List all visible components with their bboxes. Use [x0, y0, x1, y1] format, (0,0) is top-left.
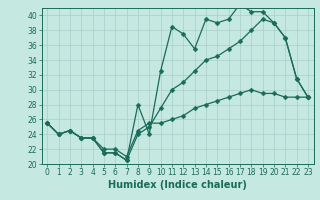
X-axis label: Humidex (Indice chaleur): Humidex (Indice chaleur)	[108, 180, 247, 190]
